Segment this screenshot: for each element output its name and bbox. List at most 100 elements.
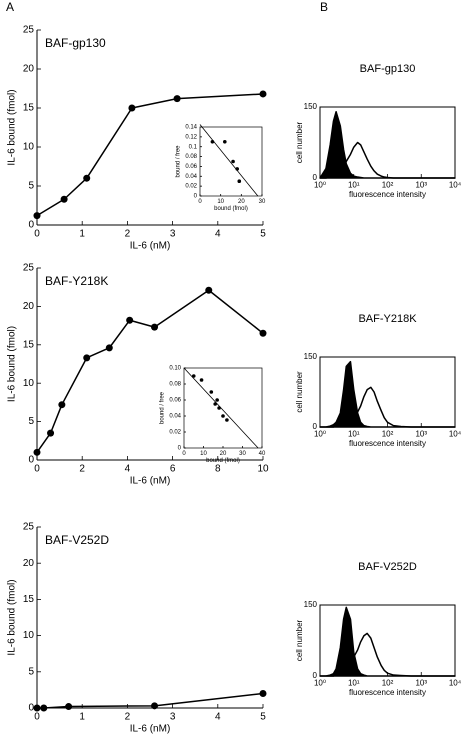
data-point [128,104,136,112]
data-point [33,704,41,712]
x-tick-label: 20 [238,199,245,205]
x-tick-label: 10² [382,180,394,189]
x-tick-label: 0 [198,199,202,205]
y-tick-label: 25 [23,25,35,36]
x-tick-label: 5 [260,712,266,723]
y-tick-label: 20 [23,64,35,75]
data-point [83,354,91,362]
x-tick-label: 10³ [415,678,427,687]
y-tick-label: 150 [304,352,318,361]
data-line [199,124,259,197]
chart-title: BAF-V252D [45,533,109,547]
data-point [126,316,134,324]
x-axis-label: bound (fmol) [206,458,240,464]
x-tick-label: 10⁴ [449,180,462,189]
y-tick-label: 0.04 [169,414,181,420]
y-tick-label: 0.1 [189,144,198,150]
y-tick-label: 10 [23,630,35,641]
x-tick-label: 10 [200,451,207,457]
y-tick-label: 0.04 [185,174,197,180]
x-tick-label: 1 [79,229,85,240]
data-point [60,195,68,203]
x-tick-label: 3 [170,229,176,240]
y-tick-label: 0 [194,194,198,200]
data-point [47,429,55,437]
data-line [320,141,455,179]
x-tick-label: 10³ [415,429,427,438]
y-tick-label: 5 [28,416,34,427]
x-tick-label: 6 [170,464,176,475]
y-axis-label: IL-6 bound (fmol) [7,89,18,165]
x-tick-label: 30 [259,199,266,205]
y-tick-label: 25 [23,263,35,274]
chart-title: BAF-Y218K [45,274,108,288]
plot-frame [199,126,263,197]
y-tick-label: 0 [28,220,34,231]
x-tick-label: 0 [34,712,40,723]
data-point [231,159,235,164]
data-point [259,329,267,337]
y-axis-label: cell number [295,619,304,661]
y-tick-label: 0 [313,671,318,680]
y-tick-label: 0 [28,703,34,714]
y-tick-label: 10 [23,142,35,153]
x-tick-label: 10³ [415,180,427,189]
y-tick-label: 20 [23,301,35,312]
data-point [33,212,41,220]
chart-title: BAF-Y218K [358,313,417,325]
x-tick-label: 10⁴ [449,678,462,687]
data-line [183,367,259,449]
x-axis-label: IL-6 (nM) [130,724,171,735]
x-tick-label: 30 [239,451,246,457]
y-tick-label: 0.02 [169,430,181,436]
y-tick-label: 0.06 [169,398,181,404]
x-tick-label: 10 [217,199,224,205]
y-tick-label: 150 [304,600,318,609]
data-line [320,632,455,677]
y-tick-label: 0 [313,173,318,182]
y-axis-label: cell number [295,121,304,163]
x-tick-label: 4 [125,464,131,475]
data-point [209,390,214,394]
y-tick-label: 0 [178,446,182,452]
data-point [33,448,41,456]
x-tick-label: 0 [34,464,40,475]
y-tick-label: 20 [23,558,35,569]
x-tick-label: 4 [215,712,221,723]
data-point [83,174,91,182]
panel-label: A [6,0,14,14]
x-tick-label: 0 [182,451,186,457]
x-tick-label: 8 [215,464,221,475]
x-tick-label: 2 [79,464,85,475]
x-tick-label: 10⁰ [314,678,326,687]
x-axis-label: IL-6 (nM) [130,476,171,487]
y-tick-label: 0.12 [185,134,197,140]
data-point [223,139,227,144]
y-tick-label: 25 [23,522,35,533]
panel-label: B [320,0,328,14]
x-tick-label: 10¹ [348,429,360,438]
x-axis-label: bound (fmol) [214,206,248,212]
data-point [40,704,48,712]
x-axis-label: IL-6 (nM) [130,241,171,252]
y-tick-label: 15 [23,339,35,350]
x-axis-label: fluorescence intensity [349,190,426,199]
y-axis-label: bound / free [176,145,182,178]
x-tick-label: 10² [382,678,394,687]
x-tick-label: 10¹ [348,180,360,189]
y-tick-label: 0 [28,455,34,466]
data-point [259,690,267,698]
y-tick-label: 15 [23,594,35,605]
x-tick-label: 10² [382,429,394,438]
x-axis-label: fluorescence intensity [349,688,426,697]
x-tick-label: 3 [170,712,176,723]
x-tick-label: 10⁰ [314,429,326,438]
x-tick-label: 2 [125,229,131,240]
y-tick-label: 0.08 [185,154,197,160]
y-tick-label: 0 [313,422,318,431]
chart-title: BAF-gp130 [360,63,416,75]
data-point [173,95,181,103]
y-axis-label: IL-6 bound (fmol) [7,326,18,402]
x-tick-label: 10⁴ [449,429,462,438]
